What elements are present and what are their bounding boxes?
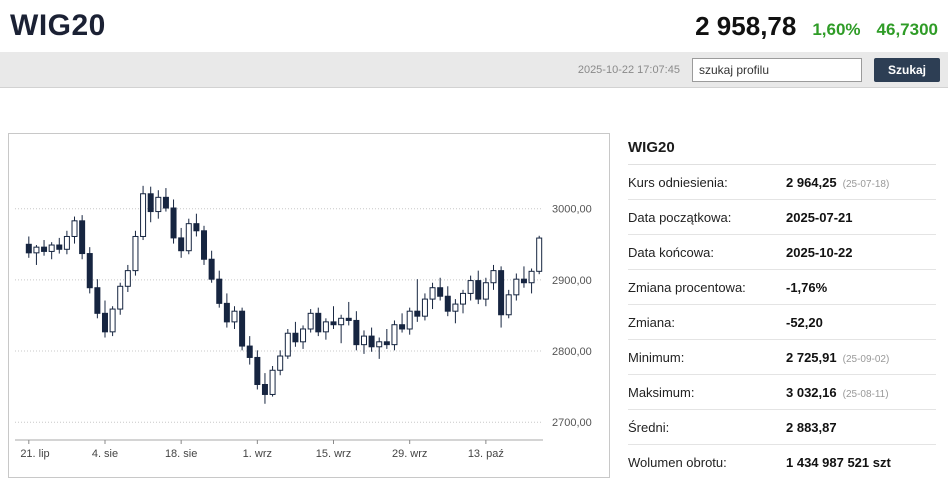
quote-timestamp: 2025-10-22 17:07:45	[577, 63, 680, 76]
stat-note: (25-08-11)	[842, 388, 889, 400]
stat-label: Maksimum:	[628, 384, 695, 400]
svg-text:2900,00: 2900,00	[552, 275, 592, 287]
stat-value: 2025-07-21	[786, 209, 853, 225]
svg-text:3000,00: 3000,00	[552, 204, 592, 216]
stat-row-minimum: Minimum: 2 725,91 (25-09-02)	[628, 340, 936, 375]
stat-label: Zmiana:	[628, 314, 675, 330]
stat-label: Data końcowa:	[628, 244, 714, 260]
stat-note: (25-09-02)	[842, 353, 890, 365]
svg-text:13. paź: 13. paź	[468, 448, 504, 460]
stat-row-zmiana: Zmiana: -52,20	[628, 305, 936, 340]
stat-value: -1,76%	[786, 279, 828, 295]
quote-summary: 2 958,78 1,60% 46,7300	[695, 11, 938, 42]
stat-row-wolumen-obrotu: Wolumen obrotu: 1 434 987 521 szt	[628, 445, 936, 478]
quote-change-value: 46,7300	[876, 19, 938, 39]
stat-value: 1 434 987 521 szt	[786, 454, 891, 470]
search-button[interactable]: Szukaj	[873, 57, 940, 82]
chart-panel: 2700,00 2800,00 2900,00 3000,00 21. lip 4. si…	[8, 133, 610, 478]
stat-row-maksimum: Maksimum: 3 032,16 (25-08-11)	[628, 375, 936, 410]
stat-value: 2 725,91	[786, 349, 837, 365]
stat-note: (25-07-18)	[842, 178, 890, 190]
main-content: 2700,00 2800,00 2900,00 3000,00 21. lip 4. si…	[0, 88, 948, 478]
stat-label: Średni:	[628, 419, 670, 435]
svg-text:1. wrz: 1. wrz	[243, 448, 272, 460]
page-title: WIG20	[10, 9, 106, 42]
stat-row-data-koncowa: Data końcowa: 2025-10-22	[628, 235, 936, 270]
stat-value: 2025-10-22	[786, 244, 853, 260]
stat-row-kurs-odniesienia: Kurs odniesienia: 2 964,25 (25-07-18)	[628, 165, 936, 200]
svg-text:21. lip: 21. lip	[20, 448, 49, 460]
stat-label: Data początkowa:	[628, 209, 732, 225]
quote-price: 2 958,78	[695, 10, 797, 41]
search-bar: 2025-10-22 17:07:45 Szukaj	[0, 52, 948, 88]
stats-title: WIG20	[628, 133, 936, 165]
stat-row-zmiana-procentowa: Zmiana procentowa: -1,76%	[628, 270, 936, 305]
svg-text:2700,00: 2700,00	[552, 417, 592, 429]
stats-panel: WIG20 Kurs odniesienia: 2 964,25 (25-07-1…	[628, 133, 948, 478]
stat-label: Wolumen obrotu:	[628, 454, 727, 470]
candlestick-chart: 2700,00 2800,00 2900,00 3000,00 21. lip 4. si…	[15, 185, 592, 460]
stat-value: 2 883,87	[786, 419, 837, 435]
topbar: WIG20 2 958,78 1,60% 46,7300	[0, 0, 948, 52]
stat-value: 2 964,25	[786, 174, 837, 190]
quote-change-percent: 1,60%	[812, 19, 861, 39]
stat-label: Kurs odniesienia:	[628, 174, 728, 190]
stat-value: -52,20	[786, 314, 823, 330]
svg-text:4. sie: 4. sie	[92, 448, 118, 460]
search-input[interactable]	[691, 57, 862, 82]
svg-text:2800,00: 2800,00	[552, 346, 592, 358]
stat-row-data-poczatkowa: Data początkowa: 2025-07-21	[628, 200, 936, 235]
svg-text:18. sie: 18. sie	[165, 448, 197, 460]
stat-label: Zmiana procentowa:	[628, 279, 746, 295]
stat-value: 3 032,16	[786, 384, 837, 400]
svg-text:29. wrz: 29. wrz	[392, 448, 427, 460]
stat-label: Minimum:	[628, 349, 685, 365]
svg-text:15. wrz: 15. wrz	[316, 448, 351, 460]
stat-row-sredni: Średni: 2 883,87	[628, 410, 936, 445]
